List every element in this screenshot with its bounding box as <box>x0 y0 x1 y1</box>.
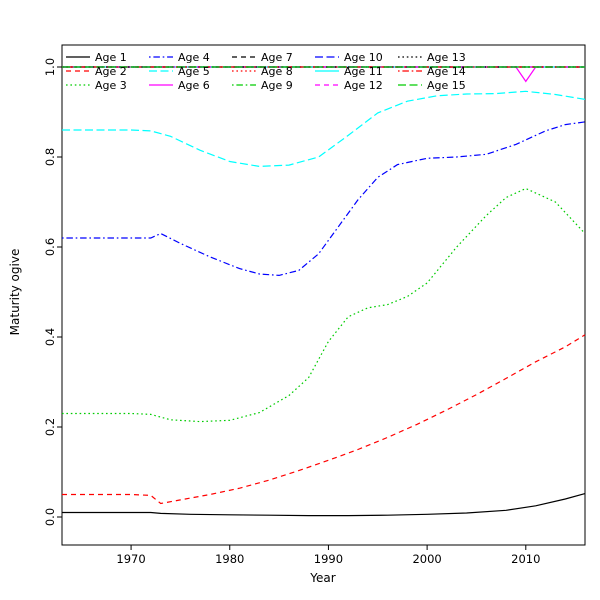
series-line-age-1 <box>62 493 586 517</box>
legend-item-age-6: Age 6 <box>149 79 210 92</box>
legend-item-age-14: Age 14 <box>398 65 466 78</box>
y-tick-label: 0.0 <box>43 508 57 526</box>
legend-label: Age 8 <box>261 65 293 78</box>
legend-item-age-15: Age 15 <box>398 79 466 92</box>
series-line-age-3 <box>62 187 586 423</box>
y-tick-label: 0.4 <box>43 328 57 346</box>
legend-label: Age 10 <box>344 51 383 64</box>
x-tick-label: 1980 <box>215 552 244 566</box>
legend-label: Age 14 <box>427 65 466 78</box>
legend-label: Age 15 <box>427 79 466 92</box>
legend-item-age-9: Age 9 <box>232 79 293 92</box>
legend-label: Age 3 <box>95 79 127 92</box>
legend-item-age-8: Age 8 <box>232 65 293 78</box>
x-axis-title: Year <box>310 571 336 585</box>
legend-item-age-10: Age 10 <box>315 51 383 64</box>
legend-item-age-7: Age 7 <box>232 51 293 64</box>
legend-label: Age 1 <box>95 51 127 64</box>
legend-label: Age 7 <box>261 51 293 64</box>
y-tick-label: 0.8 <box>43 148 57 166</box>
legend-label: Age 9 <box>261 79 293 92</box>
legend-item-age-12: Age 12 <box>315 79 383 92</box>
legend-label: Age 4 <box>178 51 210 64</box>
series-line-age-5 <box>62 90 586 168</box>
legend-item-age-5: Age 5 <box>149 65 210 78</box>
x-tick-label: 1970 <box>116 552 145 566</box>
legend-label: Age 2 <box>95 65 127 78</box>
legend-label: Age 11 <box>344 65 383 78</box>
legend-item-age-1: Age 1 <box>66 51 127 64</box>
legend-item-age-2: Age 2 <box>66 65 127 78</box>
legend-item-age-4: Age 4 <box>149 51 210 64</box>
legend-label: Age 12 <box>344 79 383 92</box>
x-tick-label: 2000 <box>412 552 441 566</box>
legend-label: Age 5 <box>178 65 210 78</box>
series-line-age-2 <box>62 334 586 505</box>
series-line-age-6 <box>62 66 585 83</box>
legend-label: Age 13 <box>427 51 466 64</box>
legend-item-age-11: Age 11 <box>315 65 383 78</box>
legend-item-age-13: Age 13 <box>398 51 466 64</box>
series-line-age-4 <box>62 121 586 277</box>
y-axis-title: Maturity ogive <box>8 248 22 336</box>
x-tick-label: 2010 <box>511 552 540 566</box>
plot-border <box>61 44 586 546</box>
y-tick-label: 0.2 <box>43 418 57 436</box>
y-tick-label: 0.6 <box>43 238 57 256</box>
legend-label: Age 6 <box>178 79 210 92</box>
legend-item-age-3: Age 3 <box>66 79 127 92</box>
y-tick-label: 1.0 <box>43 58 57 76</box>
x-tick-label: 1990 <box>314 552 343 566</box>
